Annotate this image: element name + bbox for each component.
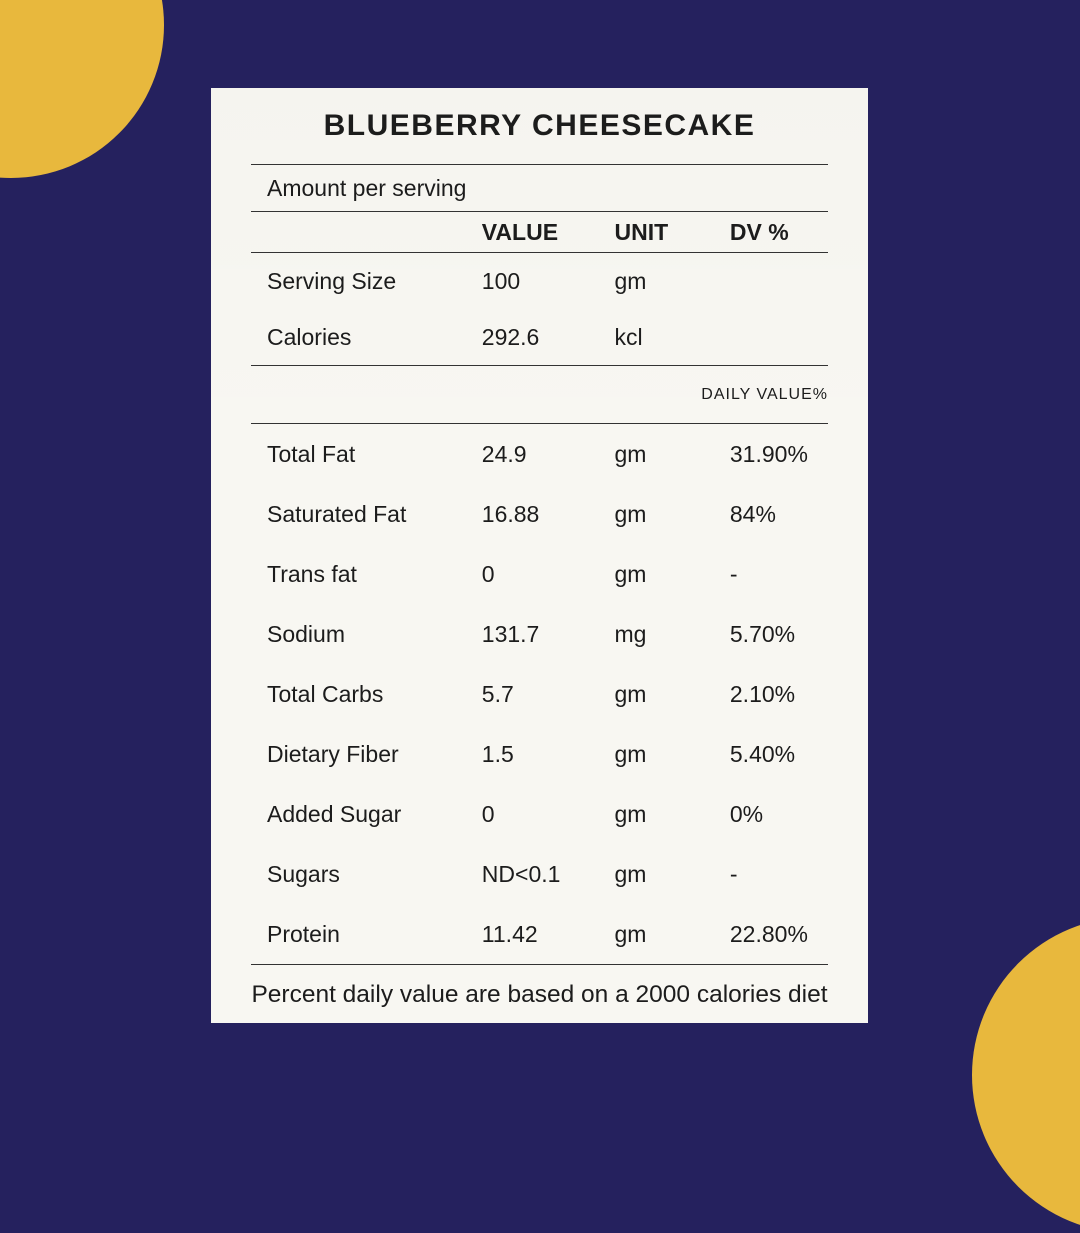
row-label: Added Sugar — [267, 800, 402, 827]
table-row: Calories 292.6 kcl — [251, 309, 828, 365]
row-unit: gm — [614, 680, 647, 707]
table-row: Total Carbs 5.7 gm 2.10% — [251, 664, 828, 724]
row-value: 16.88 — [481, 500, 540, 527]
table-header-row: VALUE UNIT DV % — [251, 212, 828, 253]
row-value: 0 — [481, 800, 495, 827]
row-unit: gm — [614, 500, 647, 527]
table-row: Sodium 131.7 mg 5.70% — [251, 604, 828, 664]
table-row: Dietary Fiber 1.5 gm 5.40% — [251, 724, 828, 784]
row-dv: - — [729, 860, 738, 887]
header-value: VALUE — [481, 218, 559, 245]
row-label: Sodium — [267, 620, 345, 647]
table-row: Added Sugar 0 gm 0% — [251, 784, 828, 844]
row-dv: 5.70% — [729, 620, 796, 647]
row-unit: gm — [614, 267, 647, 294]
row-unit: gm — [614, 860, 647, 887]
row-dv: 2.10% — [729, 680, 796, 707]
row-label: Dietary Fiber — [267, 740, 399, 767]
row-label: Sugars — [267, 860, 340, 887]
daily-value-label: DAILY VALUE% — [251, 366, 828, 424]
row-dv: 31.90% — [729, 440, 808, 467]
row-value: 292.6 — [481, 323, 540, 350]
row-unit: gm — [614, 440, 647, 467]
row-unit: gm — [614, 560, 647, 587]
row-dv: - — [729, 560, 738, 587]
row-value: 131.7 — [481, 620, 540, 647]
row-label: Serving Size — [267, 267, 397, 294]
row-value: 5.7 — [481, 680, 514, 707]
row-value: 0 — [481, 560, 495, 587]
row-unit: kcl — [614, 323, 643, 350]
row-dv: 84% — [729, 500, 776, 527]
row-dv: 5.40% — [729, 740, 796, 767]
product-title: BLUEBERRY CHEESECAKE — [251, 88, 828, 165]
amount-per-serving-label: Amount per serving — [251, 165, 828, 212]
row-label: Saturated Fat — [267, 500, 407, 527]
table-row: Trans fat 0 gm - — [251, 544, 828, 604]
table-row: Protein 11.42 gm 22.80% — [251, 904, 828, 964]
nutrient-section: Total Fat 24.9 gm 31.90% Saturated Fat 1… — [251, 424, 828, 965]
serving-section: Serving Size 100 gm Calories 292.6 kcl — [251, 253, 828, 366]
decorative-circle-bottom-right — [972, 917, 1080, 1233]
nutrition-label-card: BLUEBERRY CHEESECAKE Amount per serving … — [211, 88, 868, 1023]
table-row: Saturated Fat 16.88 gm 84% — [251, 484, 828, 544]
nutrition-table: BLUEBERRY CHEESECAKE Amount per serving … — [251, 88, 828, 965]
header-dv: DV % — [729, 218, 789, 245]
row-value: 1.5 — [481, 740, 514, 767]
table-row: Total Fat 24.9 gm 31.90% — [251, 424, 828, 484]
row-unit: gm — [614, 740, 647, 767]
footnote: Percent daily value are based on a 2000 … — [251, 981, 828, 1008]
row-label: Total Fat — [267, 440, 356, 467]
row-label: Calories — [267, 323, 352, 350]
row-value: 11.42 — [481, 920, 538, 947]
row-unit: gm — [614, 920, 647, 947]
table-row: Sugars ND<0.1 gm - — [251, 844, 828, 904]
row-label: Trans fat — [267, 560, 357, 587]
table-row: Serving Size 100 gm — [251, 253, 828, 309]
row-label: Protein — [267, 920, 340, 947]
row-value: 24.9 — [481, 440, 527, 467]
header-unit: UNIT — [614, 218, 669, 245]
row-value: 100 — [481, 267, 521, 294]
row-dv: 22.80% — [729, 920, 808, 947]
decorative-circle-top-left — [0, 0, 164, 178]
row-dv: 0% — [729, 800, 764, 827]
row-unit: gm — [614, 800, 647, 827]
row-label: Total Carbs — [267, 680, 384, 707]
row-value: ND<0.1 — [481, 860, 561, 887]
row-unit: mg — [614, 620, 647, 647]
